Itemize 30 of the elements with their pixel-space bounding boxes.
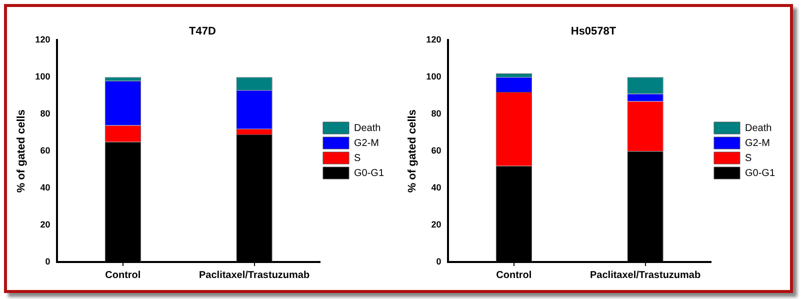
y-axis-title: % of gated cells — [16, 110, 28, 193]
legend-label: Death — [354, 122, 381, 134]
y-tick-label: 20 — [431, 220, 442, 230]
y-tick-label: 0 — [436, 256, 442, 266]
y-tick-label: 120 — [426, 34, 442, 45]
x-tick-label: Paclitaxel/Trastuzumab — [198, 270, 310, 281]
legend-label: G0-G1 — [354, 168, 384, 179]
legend-label: G2-M — [744, 138, 770, 149]
y-tick-label: 100 — [35, 72, 50, 82]
y-tick-label: 120 — [35, 34, 50, 45]
y-tick-label: 60 — [40, 146, 50, 156]
x-tick-label: Control — [105, 270, 141, 281]
chart-title: T47D — [189, 26, 216, 38]
x-tick-label: Control — [496, 270, 532, 281]
y-tick-label: 20 — [40, 220, 50, 230]
y-tick-label: 40 — [40, 182, 50, 193]
chart-title: Hs0578T — [570, 26, 616, 38]
legend-label: G2-M — [354, 138, 379, 149]
y-axis-title: % of gated cells — [406, 110, 419, 193]
y-tick-label: 100 — [426, 72, 442, 82]
legend-label: S — [744, 152, 752, 164]
y-tick-label: 0 — [45, 256, 50, 266]
y-tick-label: 40 — [431, 182, 442, 193]
legend-label: G0-G1 — [744, 168, 776, 179]
y-tick-label: 80 — [431, 108, 442, 119]
legend-label: Death — [744, 122, 772, 134]
legend-label: S — [354, 152, 361, 164]
x-tick-label: Paclitaxel/Trastuzumab — [590, 270, 701, 281]
y-tick-label: 80 — [40, 108, 50, 119]
y-tick-label: 60 — [431, 146, 442, 156]
